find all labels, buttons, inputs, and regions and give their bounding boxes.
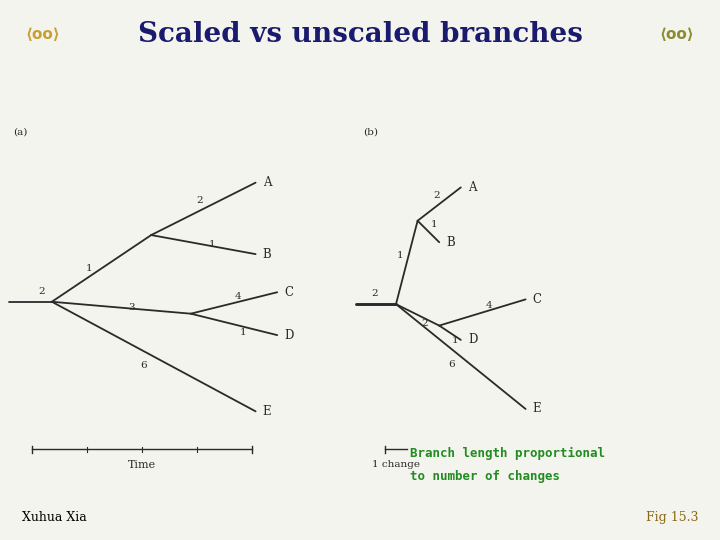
Text: 1: 1 — [240, 328, 246, 337]
Text: D: D — [284, 329, 294, 342]
Text: 1: 1 — [452, 335, 459, 345]
Text: 2: 2 — [421, 319, 428, 328]
Text: (b): (b) — [364, 128, 379, 137]
Text: 1: 1 — [431, 220, 438, 228]
Text: 2: 2 — [38, 287, 45, 296]
Text: Branch length proportional: Branch length proportional — [410, 447, 606, 461]
Text: ⟨oo⟩: ⟨oo⟩ — [660, 28, 694, 43]
Text: Time: Time — [128, 460, 156, 470]
Text: D: D — [468, 333, 477, 346]
Text: 2: 2 — [433, 191, 441, 200]
Text: 1: 1 — [210, 240, 216, 249]
Text: B: B — [446, 235, 455, 249]
Text: ⟨oo⟩: ⟨oo⟩ — [26, 28, 60, 43]
Text: A: A — [468, 181, 477, 194]
Text: E: E — [533, 402, 541, 415]
Text: Scaled vs unscaled branches: Scaled vs unscaled branches — [138, 22, 582, 49]
Text: C: C — [284, 286, 294, 299]
Text: A: A — [263, 176, 271, 189]
Text: E: E — [263, 405, 271, 418]
Text: 4: 4 — [234, 292, 241, 301]
Text: 3: 3 — [129, 303, 135, 312]
Text: 4: 4 — [486, 301, 492, 310]
Text: 1: 1 — [86, 264, 93, 273]
Text: (a): (a) — [13, 128, 27, 137]
Text: to number of changes: to number of changes — [410, 470, 560, 483]
Text: C: C — [533, 293, 541, 306]
Text: 2: 2 — [371, 289, 378, 299]
Text: 2: 2 — [197, 196, 203, 205]
Text: B: B — [263, 248, 271, 261]
Text: 6: 6 — [449, 360, 455, 369]
Text: 6: 6 — [140, 361, 147, 370]
Text: Fig 15.3: Fig 15.3 — [646, 511, 698, 524]
Text: Xuhua Xia: Xuhua Xia — [22, 511, 86, 524]
Text: 1: 1 — [397, 251, 403, 260]
Text: 1 change: 1 change — [372, 460, 420, 469]
